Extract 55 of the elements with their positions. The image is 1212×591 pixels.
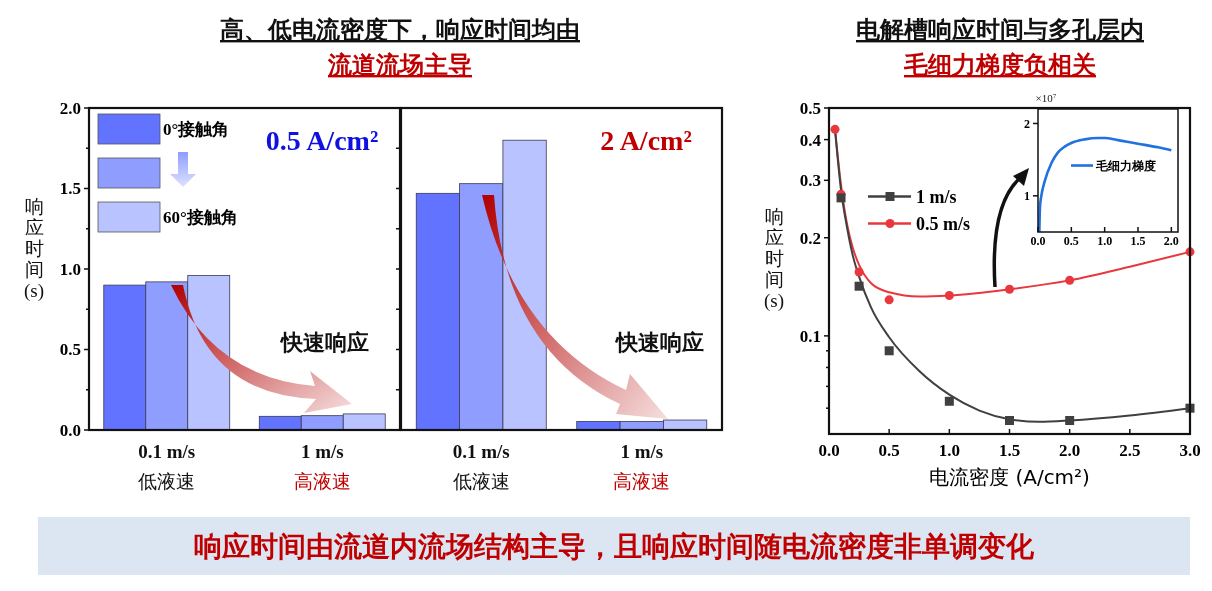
point [836, 193, 846, 203]
x-tick-label: 2.0 [1059, 441, 1081, 460]
point [944, 396, 954, 406]
point [1065, 416, 1075, 426]
y-tick-label: 0.2 [799, 228, 821, 248]
legend-label: 毛细力梯度 [1095, 158, 1156, 173]
y-tick-label: 0.3 [799, 171, 821, 191]
point [1065, 275, 1075, 285]
y-tick-label: 1.5 [59, 179, 81, 199]
y-tick-label: 2 [1024, 116, 1030, 131]
y-tick-label: 1.0 [59, 259, 81, 279]
x-tick-label: 0.1 m/s 低液速 [452, 441, 510, 492]
y-tick-label: 0.1 [799, 326, 821, 346]
x-tick-label: 0.0 [818, 441, 840, 460]
point [854, 267, 864, 277]
y-tick-label: 0.5 [799, 98, 821, 118]
point [830, 124, 840, 134]
y-tick-label: 0.4 [799, 130, 822, 150]
x-tick-label: 0.5 [878, 441, 900, 460]
chart-subtitle: 毛细力梯度负相关 [903, 51, 1096, 79]
chart-subtitle: 流道流场主导 [327, 51, 472, 79]
point [1005, 416, 1014, 426]
y-axis-title: 响应时间(s) [23, 195, 45, 302]
line-series [1038, 136, 1173, 232]
x-tick-label: 3.0 [1179, 441, 1201, 460]
y-tick-label: 0.5 [59, 340, 81, 360]
y-tick-label: 0.0 [59, 420, 81, 440]
annotation: 快速响应 [279, 330, 369, 355]
x-tick-label: 0.5 [1063, 234, 1079, 248]
annotation: 0.5 A/cm² [265, 125, 379, 156]
x-tick-label: 1 m/s 高液速 [293, 441, 351, 492]
y-tick-label: 2.0 [59, 98, 81, 118]
x-tick-label: 2.0 [1163, 234, 1179, 248]
y-tick-label: 1 [1024, 189, 1030, 204]
y-axis-title: 响应时间(s) [763, 205, 785, 312]
legend-label: 1 m/s [916, 186, 957, 207]
point [944, 290, 954, 300]
x-tick-label: 1.0 [938, 441, 960, 460]
legend-label: 60°接触角 [163, 207, 238, 227]
x-tick-label: 1.5 [1130, 234, 1146, 248]
point [1005, 284, 1014, 294]
point [854, 281, 864, 291]
legend-label: 0°接触角 [163, 119, 230, 139]
annotation: 快速响应 [614, 330, 704, 355]
text: 响应时间由流道内流场结构主导，且响应时间随电流密度非单调变化 [194, 530, 1035, 563]
text: ×10$^{7}$ [1035, 92, 1057, 104]
x-tick-label: 2.5 [1119, 441, 1141, 460]
x-tick-label: 1 m/s 高液速 [613, 441, 671, 492]
x-tick-label: 0.1 m/s 低液速 [138, 441, 196, 492]
point [884, 295, 894, 305]
x-axis-title: 电流密度 (A/cm²) [929, 465, 1090, 489]
legend-label: 0.5 m/s [916, 213, 970, 234]
x-tick-label: 1.0 [1097, 234, 1113, 248]
annotation: 2 A/cm² [600, 125, 692, 156]
point [884, 346, 894, 356]
